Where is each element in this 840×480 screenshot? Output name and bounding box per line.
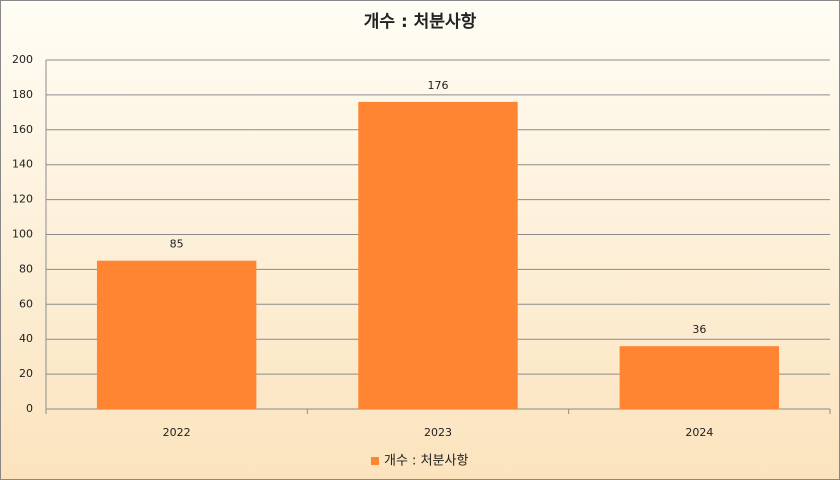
legend-label: 개수 : 처분사항 xyxy=(384,454,468,469)
legend-swatch xyxy=(371,457,379,465)
bar xyxy=(619,346,780,409)
data-label: 85 xyxy=(170,238,184,251)
y-tick-label: 60 xyxy=(19,297,33,310)
bar xyxy=(96,260,257,409)
y-tick-label: 120 xyxy=(12,193,33,206)
data-label: 176 xyxy=(428,79,449,92)
y-tick-label: 100 xyxy=(12,228,33,241)
chart-title: 개수 : 처분사항 xyxy=(364,11,477,32)
y-tick-label: 180 xyxy=(12,88,33,101)
y-tick-label: 200 xyxy=(12,53,33,66)
x-tick-label: 2024 xyxy=(685,426,713,439)
x-tick-label: 2022 xyxy=(163,426,191,439)
y-tick-label: 140 xyxy=(12,158,33,171)
data-label: 36 xyxy=(692,323,706,336)
x-tick-label: 2023 xyxy=(424,426,452,439)
bar xyxy=(358,101,518,409)
y-tick-label: 80 xyxy=(19,262,33,275)
y-tick-label: 20 xyxy=(19,367,33,380)
y-tick-label: 0 xyxy=(26,402,33,415)
y-tick-label: 160 xyxy=(12,123,33,136)
y-tick-label: 40 xyxy=(19,332,33,345)
